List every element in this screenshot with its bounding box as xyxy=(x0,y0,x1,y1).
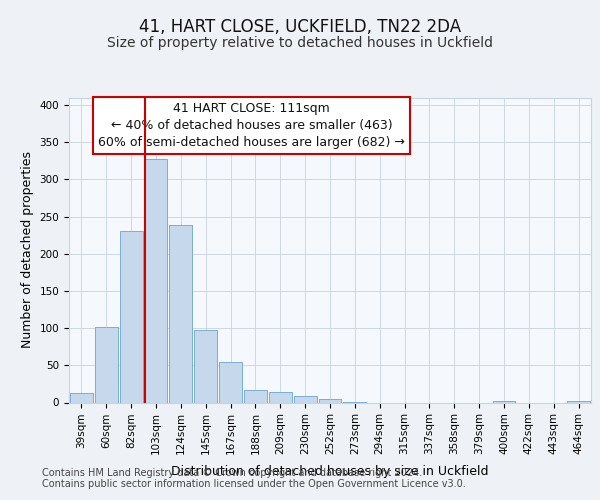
Text: 41, HART CLOSE, UCKFIELD, TN22 2DA: 41, HART CLOSE, UCKFIELD, TN22 2DA xyxy=(139,18,461,36)
Bar xyxy=(294,396,317,402)
Bar xyxy=(120,232,143,402)
Text: Size of property relative to detached houses in Uckfield: Size of property relative to detached ho… xyxy=(107,36,493,50)
Bar xyxy=(244,390,267,402)
Bar xyxy=(493,401,515,402)
Bar xyxy=(95,326,118,402)
Bar xyxy=(169,226,192,402)
Bar xyxy=(567,401,590,402)
Bar xyxy=(145,158,167,402)
Y-axis label: Number of detached properties: Number of detached properties xyxy=(21,152,34,348)
Text: 41 HART CLOSE: 111sqm
← 40% of detached houses are smaller (463)
60% of semi-det: 41 HART CLOSE: 111sqm ← 40% of detached … xyxy=(98,102,405,149)
Bar xyxy=(194,330,217,402)
Bar xyxy=(319,399,341,402)
Bar xyxy=(219,362,242,403)
Text: Contains public sector information licensed under the Open Government Licence v3: Contains public sector information licen… xyxy=(42,479,466,489)
X-axis label: Distribution of detached houses by size in Uckfield: Distribution of detached houses by size … xyxy=(171,466,489,478)
Bar xyxy=(269,392,292,402)
Text: Contains HM Land Registry data © Crown copyright and database right 2024.: Contains HM Land Registry data © Crown c… xyxy=(42,468,422,477)
Bar xyxy=(70,393,93,402)
